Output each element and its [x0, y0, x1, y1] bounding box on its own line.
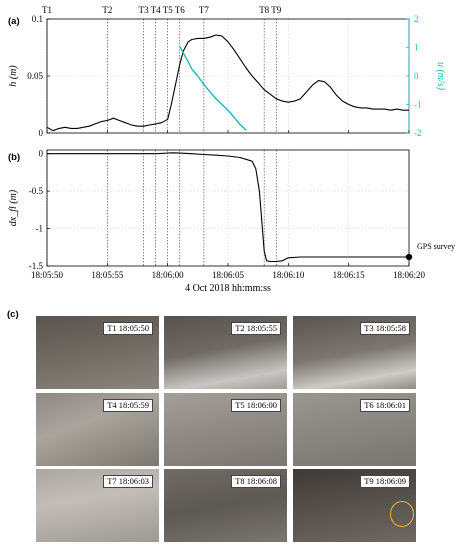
photo-caption: T3 18:05:58 — [360, 322, 410, 335]
photo-t3: T3 18:05:58 — [293, 316, 416, 389]
photo-t2: T2 18:05:55 — [164, 316, 287, 389]
photo-caption: T9 18:06:09 — [360, 475, 410, 488]
y-tick-label: -1 — [36, 224, 44, 234]
y-right-tick-label: -2 — [414, 128, 422, 138]
photo-t1: T1 18:05:50 — [36, 316, 159, 389]
time-marker-label: T3 — [139, 5, 149, 15]
photo-t5: T5 18:06:00 — [164, 393, 287, 466]
series-dxfl-line — [47, 152, 409, 263]
photo-t9: T9 18:06:09 — [293, 469, 416, 542]
time-marker-label: T8 — [259, 5, 269, 15]
gps-survey-point — [405, 253, 413, 261]
gps-survey-label: GPS survey — [417, 242, 455, 251]
y-tick-label: 0.1 — [32, 14, 43, 24]
y-right-tick-label: 2 — [414, 14, 419, 24]
instrument-highlight-ellipse — [390, 501, 414, 527]
y-right-tick-label: 0 — [414, 71, 419, 81]
panel-c-label: (c) — [7, 309, 19, 320]
y-right-tick-label: -1 — [414, 100, 422, 110]
y-right-tick-label: 1 — [414, 43, 419, 53]
photo-caption: T6 18:06:01 — [360, 399, 410, 412]
photo-t6: T6 18:06:01 — [293, 393, 416, 466]
y-tick-label: 0 — [39, 128, 44, 138]
figure-charts: T1 T2 T3 T4 T5 T6 T7 T8 T9 (a) (b) 0 0.05 0.1 -2 -1 0 1 2 h… — [8, 5, 455, 294]
x-tick-label: 18:06:00 — [152, 270, 185, 280]
photo-t4: T4 18:05:59 — [36, 393, 159, 466]
x-axis-label: 4 Oct 2018 hh:mm:ss — [185, 283, 271, 294]
photo-t7: T7 18:06:03 — [36, 469, 159, 542]
time-marker-label: T7 — [199, 5, 209, 15]
y-right-axis-label: u (m/s) — [435, 62, 446, 91]
panel-a-label: (a) — [8, 16, 20, 27]
time-marker-label: T6 — [175, 5, 185, 15]
y-tick-label: -0.5 — [29, 186, 44, 196]
photo-t8: T8 18:06:08 — [164, 469, 287, 542]
y-tick-label: 0.05 — [27, 71, 43, 81]
x-tick-label: 18:06:15 — [333, 270, 366, 280]
time-marker-label: T4 — [151, 5, 161, 15]
x-tick-label: 18:05:55 — [91, 270, 124, 280]
series-u-line — [179, 45, 247, 131]
time-marker-label: T5 — [163, 5, 173, 15]
photo-caption: T5 18:06:00 — [231, 399, 281, 412]
y-axis-label-b: dx_fl (m) — [8, 189, 19, 226]
x-tick-label: 18:05:50 — [31, 270, 64, 280]
series-h-line — [46, 34, 409, 132]
y-tick-label: 0 — [39, 149, 44, 159]
x-tick-label: 18:06:05 — [212, 270, 245, 280]
photo-caption: T4 18:05:59 — [103, 399, 153, 412]
y-tick-label: -1.5 — [29, 261, 44, 271]
x-tick-label: 18:06:20 — [393, 270, 426, 280]
time-marker-label: T9 — [271, 5, 281, 15]
y-axis-label: h (m) — [8, 65, 19, 87]
time-marker-label: T1 — [42, 5, 52, 15]
photo-caption: T1 18:05:50 — [103, 322, 153, 335]
photo-caption: T8 18:06:08 — [231, 475, 281, 488]
photo-caption: T2 18:05:55 — [231, 322, 281, 335]
panel-b-label: (b) — [8, 152, 20, 163]
x-tick-label: 18:06:10 — [272, 270, 305, 280]
time-marker-label: T2 — [102, 5, 112, 15]
photo-caption: T7 18:06:03 — [103, 475, 153, 488]
